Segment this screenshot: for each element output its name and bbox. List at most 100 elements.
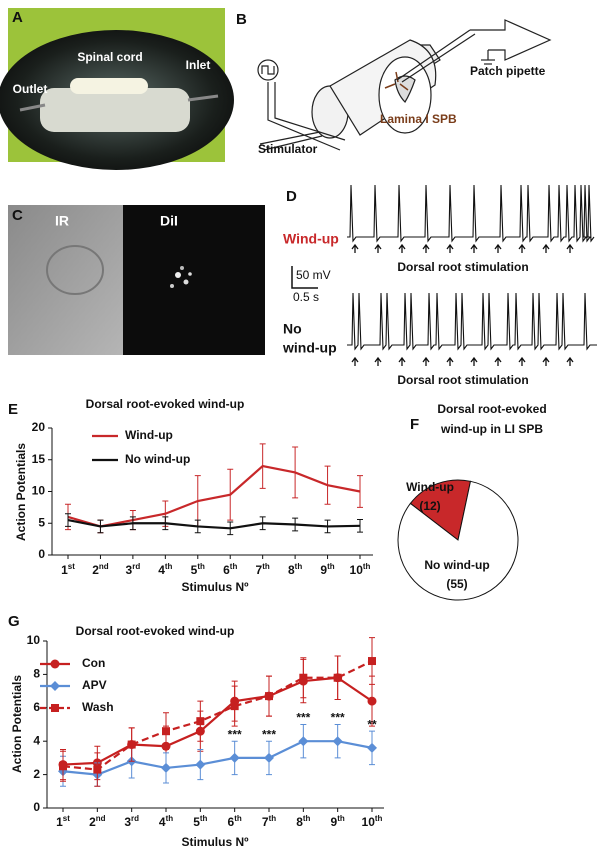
- x-axis-title: Stimulus Nº: [181, 580, 249, 594]
- stim-arrow: [494, 356, 502, 366]
- legend-label: Wind-up: [125, 428, 173, 442]
- annotation: ***: [296, 711, 310, 725]
- stim-arrow: [446, 356, 454, 366]
- photo-label: Spinal cord: [77, 50, 142, 64]
- stim-arrow: [351, 356, 359, 366]
- y-tick-label: 8: [33, 667, 40, 681]
- marker: [50, 659, 60, 669]
- y-tick-label: 5: [38, 515, 45, 529]
- y-axis-title: Action Potentials: [14, 443, 28, 541]
- marker: [127, 740, 136, 749]
- stim-arrow: [351, 243, 359, 253]
- marker: [195, 759, 206, 770]
- panel-label: A: [12, 9, 23, 26]
- stim-arrow: [374, 243, 382, 253]
- y-tick-label: 0: [33, 800, 40, 814]
- legend-label: Wash: [82, 700, 114, 714]
- series-line: [62, 660, 373, 771]
- marker: [161, 762, 171, 773]
- diagram-label: Stimulator: [258, 142, 318, 156]
- series-line: [62, 676, 373, 766]
- diagram-b: [257, 19, 552, 151]
- x-tick-label: 7th: [262, 814, 276, 829]
- stim-label: Dorsal root stimulation: [397, 260, 528, 274]
- diagram-label: Patch pipette: [470, 64, 546, 78]
- series-line: [67, 518, 361, 530]
- slice-label: Wind-up: [406, 480, 454, 494]
- x-axis-title: Stimulus Nº: [181, 835, 249, 849]
- y-tick-label: 2: [33, 767, 40, 781]
- diagram-label: Lamina I SPB: [380, 112, 457, 126]
- x-tick-label: 3rd: [124, 814, 139, 829]
- marker: [367, 696, 377, 706]
- stim-arrow: [518, 356, 526, 366]
- pie-slice: [397, 480, 519, 601]
- stim-arrow: [374, 356, 382, 366]
- x-tick-label: 9th: [320, 562, 334, 577]
- series-line: [67, 464, 361, 528]
- chart-title: Dorsal root-evoked: [437, 402, 546, 416]
- marker: [230, 702, 239, 711]
- photo-label: Inlet: [186, 58, 211, 72]
- scale-label: 0.5 s: [293, 290, 319, 304]
- annotation: ***: [228, 727, 242, 741]
- marker: [332, 736, 343, 747]
- x-tick-label: 8th: [288, 562, 302, 577]
- marker: [367, 742, 377, 753]
- scale-label: 50 mV: [296, 268, 331, 282]
- stim-arrow: [470, 356, 478, 366]
- legend-label: Con: [82, 656, 105, 670]
- y-axis-title: Action Potentials: [10, 675, 24, 773]
- marker: [51, 704, 59, 712]
- x-tick-label: 4th: [158, 562, 172, 577]
- annotation: **: [367, 717, 377, 731]
- stim-arrow: [398, 356, 406, 366]
- trace-label: Wind-up: [283, 231, 339, 247]
- panel-label: D: [286, 188, 297, 205]
- panel-label: C: [12, 207, 23, 224]
- y-tick-label: 6: [33, 700, 40, 714]
- stim-arrow: [542, 243, 550, 253]
- x-tick-label: 10th: [350, 562, 371, 577]
- trace-label: wind-up: [282, 340, 337, 356]
- annotation: ***: [331, 711, 345, 725]
- x-tick-label: 8th: [296, 814, 310, 829]
- stim-arrow: [398, 243, 406, 253]
- image-label: IR: [55, 213, 69, 229]
- legend-marker: [50, 681, 60, 691]
- marker: [368, 657, 376, 666]
- y-tick-label: 0: [38, 547, 45, 561]
- slice-label: No wind-up: [424, 558, 489, 572]
- pie-slice: [409, 479, 472, 541]
- stim-arrow: [422, 243, 430, 253]
- marker: [229, 752, 240, 763]
- x-tick-label: 3rd: [126, 562, 141, 577]
- stim-arrow: [542, 356, 550, 366]
- traces: [347, 184, 597, 366]
- x-tick-label: 1st: [56, 814, 70, 829]
- slice-value: (55): [446, 577, 467, 591]
- marker: [162, 727, 170, 736]
- annotation: ***: [262, 727, 276, 741]
- stim-arrow: [494, 243, 502, 253]
- panel-label: F: [410, 416, 419, 433]
- x-tick-label: 2nd: [89, 814, 106, 829]
- panel-label: B: [236, 11, 247, 28]
- panel-label: G: [8, 613, 20, 630]
- legend-marker: [51, 704, 59, 712]
- y-tick-label: 15: [32, 452, 46, 466]
- scale-bar: [291, 266, 318, 289]
- marker: [299, 673, 308, 682]
- legend-marker: [50, 659, 60, 669]
- stim-arrow: [566, 243, 574, 253]
- marker: [59, 762, 67, 771]
- x-tick-label: 9th: [331, 814, 345, 829]
- stim-arrow: [446, 243, 454, 253]
- marker: [93, 765, 102, 774]
- legend-label: APV: [82, 678, 107, 692]
- x-tick-label: 2nd: [92, 562, 109, 577]
- y-tick-label: 10: [32, 484, 46, 498]
- trace-label: No: [283, 321, 302, 337]
- series-line: [62, 740, 373, 776]
